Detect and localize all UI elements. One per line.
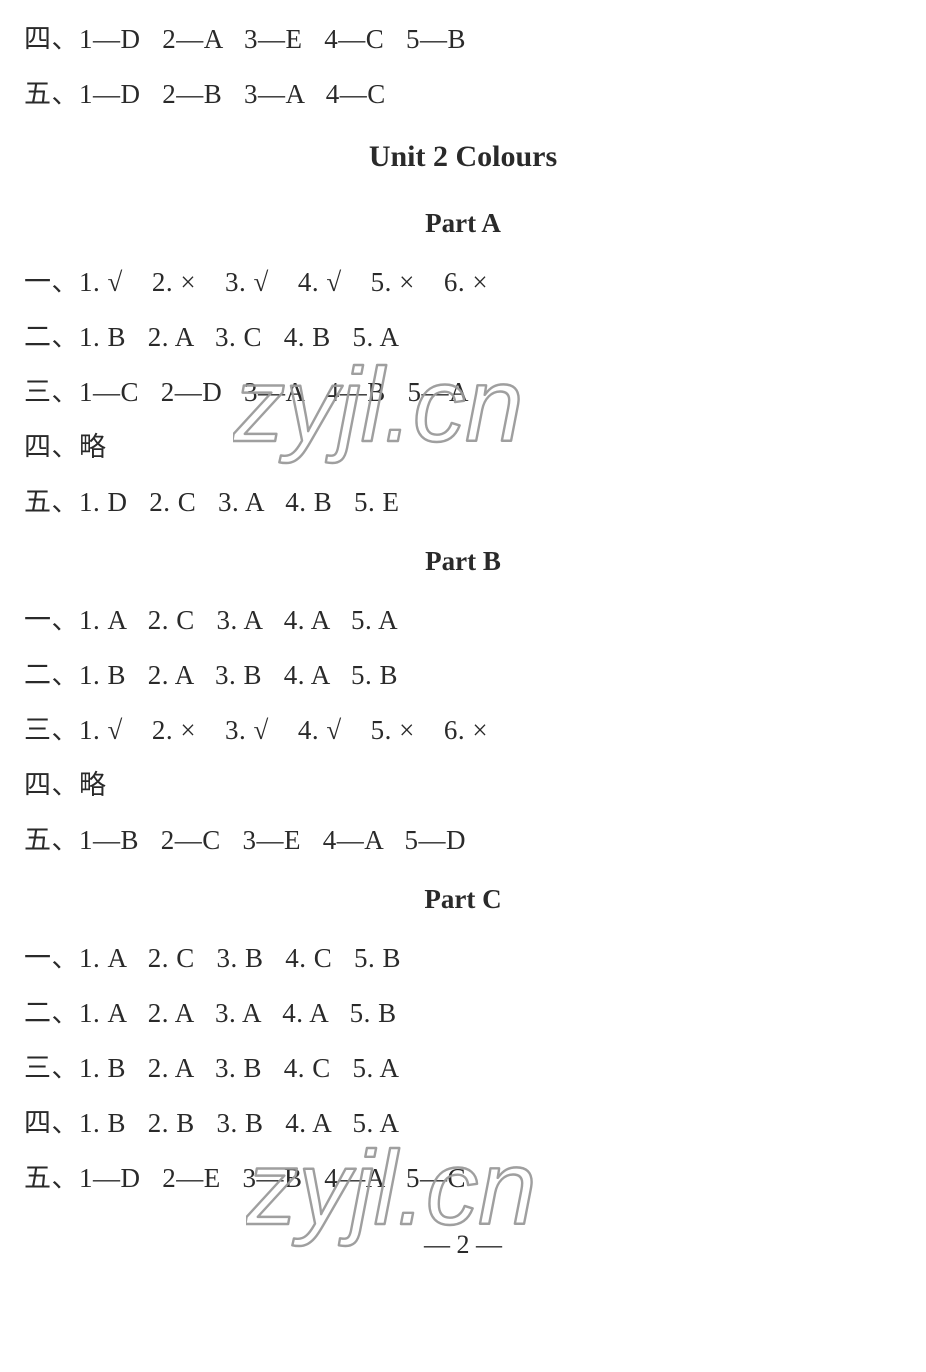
answer-line: 二、1. A 2. A 3. A 4. A 5. B xyxy=(24,986,902,1041)
answer-line: 四、1—D 2—A 3—E 4—C 5—B xyxy=(24,12,902,67)
answer-line: 三、1—C 2—D 3—A 4—B 5—A xyxy=(24,365,902,420)
answer-line: 五、1. D 2. C 3. A 4. B 5. E xyxy=(24,475,902,530)
part-b-title: Part B xyxy=(24,530,902,593)
answer-line: 四、略 xyxy=(24,758,902,813)
page-number: — 2 — xyxy=(24,1206,902,1258)
answer-key-page: 四、1—D 2—A 3—E 4—C 5—B 五、1—D 2—B 3—A 4—C … xyxy=(0,0,926,1372)
answer-line: 四、1. B 2. B 3. B 4. A 5. A xyxy=(24,1096,902,1151)
answer-line: 二、1. B 2. A 3. C 4. B 5. A xyxy=(24,310,902,365)
answer-line: 二、1. B 2. A 3. B 4. A 5. B xyxy=(24,648,902,703)
answer-line: 五、1—D 2—E 3—B 4—A 5—C xyxy=(24,1151,902,1206)
answer-line: 四、略 xyxy=(24,420,902,475)
answer-line: 五、1—B 2—C 3—E 4—A 5—D xyxy=(24,813,902,868)
answer-line: 一、1. A 2. C 3. A 4. A 5. A xyxy=(24,593,902,648)
part-a-title: Part A xyxy=(24,192,902,255)
answer-line: 一、1. A 2. C 3. B 4. C 5. B xyxy=(24,931,902,986)
answer-line: 三、1. √ 2. × 3. √ 4. √ 5. × 6. × xyxy=(24,703,902,758)
part-c-title: Part C xyxy=(24,868,902,931)
answer-line: 一、1. √ 2. × 3. √ 4. √ 5. × 6. × xyxy=(24,255,902,310)
answer-line: 五、1—D 2—B 3—A 4—C xyxy=(24,67,902,122)
unit-title: Unit 2 Colours xyxy=(24,122,902,192)
answer-line: 三、1. B 2. A 3. B 4. C 5. A xyxy=(24,1041,902,1096)
